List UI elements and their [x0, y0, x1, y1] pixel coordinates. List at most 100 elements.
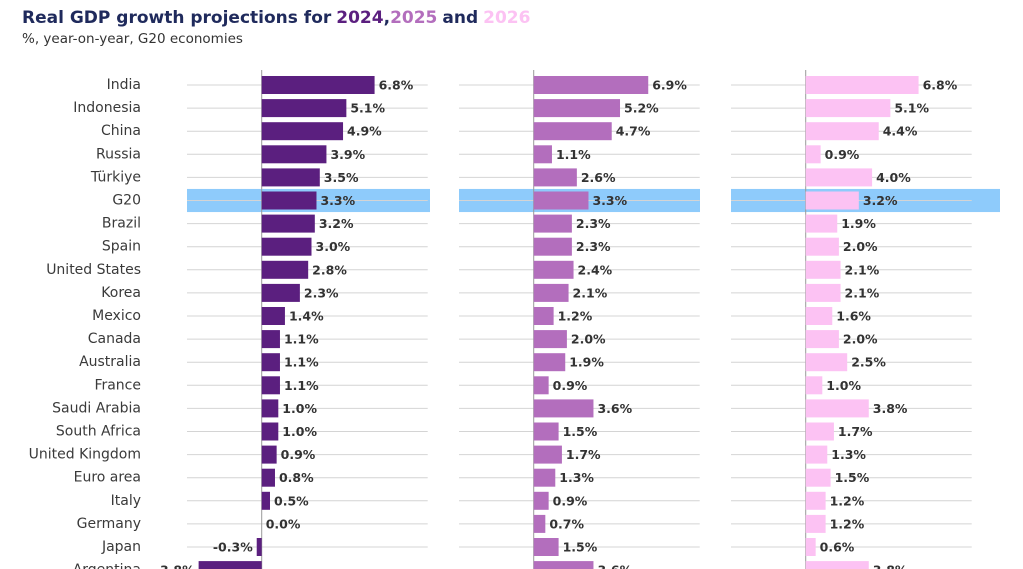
bar: [261, 214, 315, 233]
bar: [533, 376, 549, 395]
category-label: United States: [46, 262, 141, 278]
category-label: Saudi Arabia: [52, 400, 141, 416]
bar: [533, 145, 552, 164]
bar: [261, 491, 270, 510]
bar: [533, 445, 562, 464]
bar: [533, 399, 594, 418]
bar: [805, 76, 919, 94]
bar: [533, 283, 569, 302]
category-label: Argentina: [73, 562, 141, 569]
bar: [805, 237, 839, 256]
bar: [261, 191, 317, 210]
bar: [261, 76, 375, 94]
bar: [261, 283, 300, 302]
category-label: Australia: [79, 354, 141, 370]
value-label: 1.5%: [563, 424, 598, 439]
bar: [261, 422, 279, 441]
value-label: 3.9%: [330, 147, 365, 162]
category-label: Indonesia: [73, 100, 141, 116]
category-label: Türkiye: [90, 169, 141, 185]
category-label: China: [101, 123, 141, 139]
value-label: 3.3%: [592, 193, 627, 208]
bar: [533, 122, 612, 141]
value-label: 0.9%: [825, 147, 860, 162]
value-label: 2.1%: [845, 262, 880, 277]
title-year: 2024: [336, 8, 383, 28]
bar: [261, 168, 320, 187]
value-label: 5.1%: [894, 101, 929, 116]
value-label: 0.9%: [553, 493, 588, 508]
value-label: 2.3%: [576, 216, 611, 231]
category-label: South Africa: [56, 424, 141, 440]
bar: [533, 491, 549, 510]
bar: [805, 330, 839, 349]
value-label: 3.6%: [597, 563, 632, 569]
category-label: Canada: [88, 331, 141, 347]
value-label: 3.8%: [873, 563, 908, 569]
category-label: United Kingdom: [29, 447, 141, 463]
value-label: 1.1%: [284, 332, 319, 347]
bar: [533, 468, 556, 487]
value-label: 2.3%: [576, 239, 611, 254]
value-label: 0.7%: [549, 516, 584, 531]
bar: [805, 145, 821, 164]
value-label: 1.7%: [838, 424, 873, 439]
bar: [261, 376, 280, 395]
bar: [805, 353, 848, 372]
value-label: 0.9%: [281, 447, 316, 462]
bar: [805, 260, 841, 279]
bar: [805, 399, 869, 418]
value-label: 5.2%: [624, 101, 659, 116]
value-label: 6.8%: [379, 78, 414, 93]
value-label: 2.6%: [581, 170, 616, 185]
value-label: 6.9%: [652, 78, 687, 93]
bar: [533, 214, 572, 233]
bar: [533, 307, 554, 325]
bar: [805, 191, 859, 210]
value-label: 1.3%: [559, 470, 594, 485]
value-label: 1.5%: [563, 540, 598, 555]
bar: [805, 422, 834, 441]
value-label: 1.6%: [836, 309, 871, 324]
bar: [256, 538, 262, 556]
bar: [805, 283, 841, 302]
value-label: 1.5%: [835, 470, 870, 485]
value-label: 2.4%: [578, 262, 613, 277]
value-label: 0.8%: [279, 470, 314, 485]
title-year: 2026: [483, 8, 530, 28]
value-label: 1.1%: [556, 147, 591, 162]
value-label: 0.9%: [553, 378, 588, 393]
value-label: 1.1%: [284, 378, 319, 393]
bar: [805, 445, 828, 464]
category-label: Spain: [102, 239, 141, 255]
bar: [805, 99, 891, 118]
value-label: 3.0%: [316, 239, 351, 254]
value-label: 1.7%: [566, 447, 601, 462]
value-label: 1.2%: [830, 516, 865, 531]
value-label: 2.5%: [851, 355, 886, 370]
bar: [533, 168, 577, 187]
bar: [261, 353, 280, 372]
bar: [261, 145, 327, 164]
value-label: 3.2%: [319, 216, 354, 231]
bar: [261, 99, 347, 118]
value-label: 2.0%: [571, 332, 606, 347]
value-label: 4.7%: [616, 124, 651, 139]
category-label: Mexico: [92, 308, 141, 324]
value-label: 1.0%: [282, 401, 317, 416]
value-label: 2.0%: [843, 332, 878, 347]
title-separator: and: [442, 8, 478, 28]
value-label: 3.8%: [873, 401, 908, 416]
bar: [805, 168, 873, 187]
value-label: 0.5%: [274, 493, 309, 508]
category-label: Germany: [77, 516, 141, 532]
value-label: 5.1%: [350, 101, 385, 116]
value-label: 3.2%: [863, 193, 898, 208]
bar: [261, 468, 275, 487]
value-label: 1.2%: [558, 309, 593, 324]
bar: [533, 99, 621, 118]
bar: [805, 491, 826, 510]
value-label: 3.3%: [320, 193, 355, 208]
value-label: 4.9%: [347, 124, 382, 139]
bar: [533, 76, 649, 94]
